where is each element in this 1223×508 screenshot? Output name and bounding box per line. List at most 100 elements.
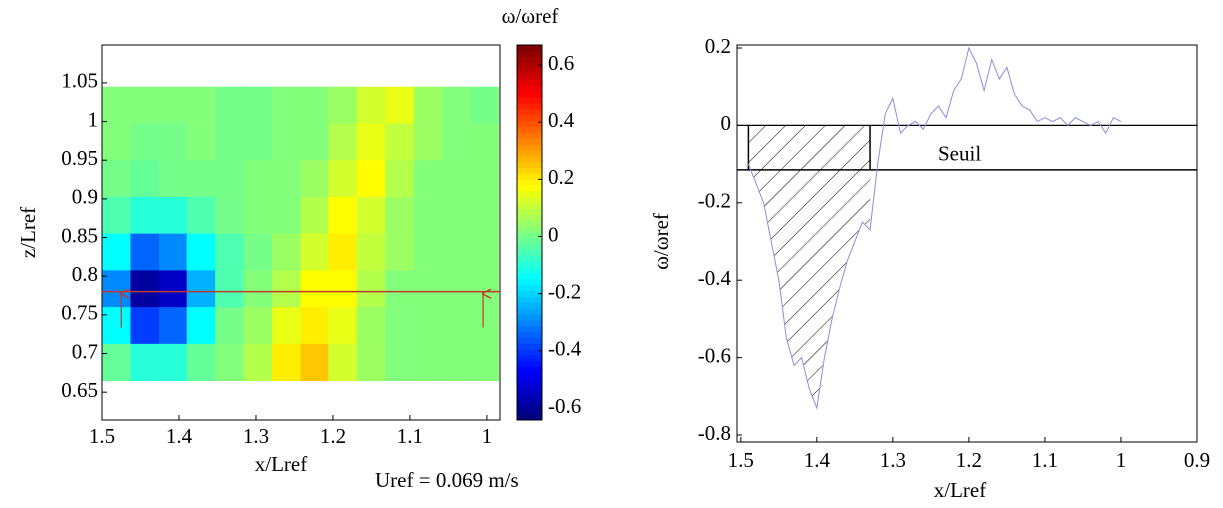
y-tick-label: 0.65 (61, 378, 98, 402)
colorbar-step (517, 285, 542, 292)
colorbar-step (517, 109, 542, 116)
heat-cell (215, 86, 245, 124)
y-tick-label: -0.6 (698, 343, 731, 367)
heat-cell (413, 307, 443, 345)
heat-cell (469, 233, 499, 271)
colorbar-tick-label: 0.6 (548, 51, 574, 75)
heat-cell (243, 307, 273, 345)
x-tick-label: 1.2 (956, 448, 982, 472)
colorbar-step (517, 361, 542, 368)
y-tick-label: 1.05 (61, 69, 98, 93)
heat-cell (272, 123, 302, 161)
colorbar-step (517, 127, 542, 134)
heat-cell (442, 123, 471, 161)
heat-cell (243, 160, 273, 198)
y-tick-label: 0 (721, 111, 732, 135)
colorbar-step (517, 185, 542, 192)
heat-cell (413, 270, 443, 308)
x-tick-label: 1 (1116, 448, 1127, 472)
colorbar-step (517, 378, 542, 386)
colorbar-step (517, 408, 542, 415)
colorbar-step (517, 103, 542, 110)
x-tick-label: 1.4 (166, 424, 193, 448)
x-tick-label: 1.4 (804, 448, 831, 472)
heat-cell (469, 196, 499, 235)
heat-cell (158, 233, 188, 271)
heat-cell (469, 86, 499, 124)
heat-cell (243, 196, 273, 235)
colorbar-frame (516, 44, 543, 421)
heat-cell (158, 123, 188, 161)
x-tick-label: 1.3 (880, 448, 906, 472)
colorbar-step (517, 150, 542, 157)
heat-cell (158, 196, 188, 235)
colorbar-tick-label: 0.2 (548, 165, 574, 189)
heat-cell (328, 343, 358, 382)
heat-cell (102, 123, 131, 161)
colorbar-step (517, 50, 542, 58)
hatched-area (748, 125, 871, 408)
colorbar-step (517, 349, 542, 357)
heat-cell (272, 196, 302, 235)
colorbar-step (517, 332, 542, 339)
heat-cell (102, 343, 131, 382)
y-tick-label: 0.7 (72, 339, 98, 363)
heat-cell (130, 233, 160, 271)
colorbar-step (517, 326, 542, 333)
heat-cell (385, 233, 415, 271)
heat-cell (442, 233, 471, 271)
heat-cell (328, 196, 358, 235)
heat-cell (130, 160, 160, 198)
heat-cell (413, 86, 443, 124)
y-tick-label: 0.9 (72, 185, 98, 209)
heat-cell (158, 307, 188, 345)
colorbar-step (517, 97, 542, 105)
colorbar-step (517, 320, 542, 327)
colorbar-label: ω/ωref (502, 4, 559, 28)
heat-cell (413, 233, 443, 271)
heat-cell (413, 196, 443, 235)
y-tick-label: 0.95 (61, 146, 98, 170)
heat-cell (385, 270, 415, 308)
heat-cell (130, 343, 160, 382)
colorbar-step (517, 115, 542, 122)
annotation: Uref = 0.069 m/s (375, 468, 519, 492)
colorbar-step (517, 74, 542, 81)
heat-cell (469, 307, 499, 345)
heat-cell (215, 196, 245, 235)
heat-cell (272, 307, 302, 345)
heat-cell (243, 233, 273, 271)
heat-cell (272, 270, 302, 308)
heat-cell (102, 233, 131, 271)
heat-cell (130, 196, 160, 235)
heat-cell (356, 307, 386, 345)
heat-cell (186, 123, 216, 161)
colorbar-step (517, 68, 542, 75)
colorbar-step (517, 197, 542, 204)
colorbar-step (517, 62, 542, 69)
heat-cell (102, 86, 131, 124)
colorbar-step (517, 45, 542, 52)
heat-cell (356, 343, 386, 382)
colorbar-step (517, 132, 542, 140)
colorbar-step (517, 390, 542, 398)
heat-cell (442, 86, 471, 124)
heat-cell (328, 86, 358, 124)
colorbar-step (517, 138, 542, 146)
y-tick-label: 0.2 (705, 34, 731, 58)
heat-cell (328, 123, 358, 161)
heat-cell (130, 86, 160, 124)
heat-cell (130, 307, 160, 345)
heat-cell (272, 160, 302, 198)
heat-cell (243, 270, 273, 308)
x-tick-label: 1.5 (728, 448, 754, 472)
heat-cell (385, 196, 415, 235)
colorbar-step (517, 279, 542, 286)
heat-cell (130, 123, 160, 161)
heat-cell (385, 86, 415, 124)
colorbar-step (517, 209, 542, 216)
heat-cell (272, 343, 302, 382)
x-tick-label: 1.1 (397, 424, 423, 448)
colorbar-step (517, 168, 542, 175)
